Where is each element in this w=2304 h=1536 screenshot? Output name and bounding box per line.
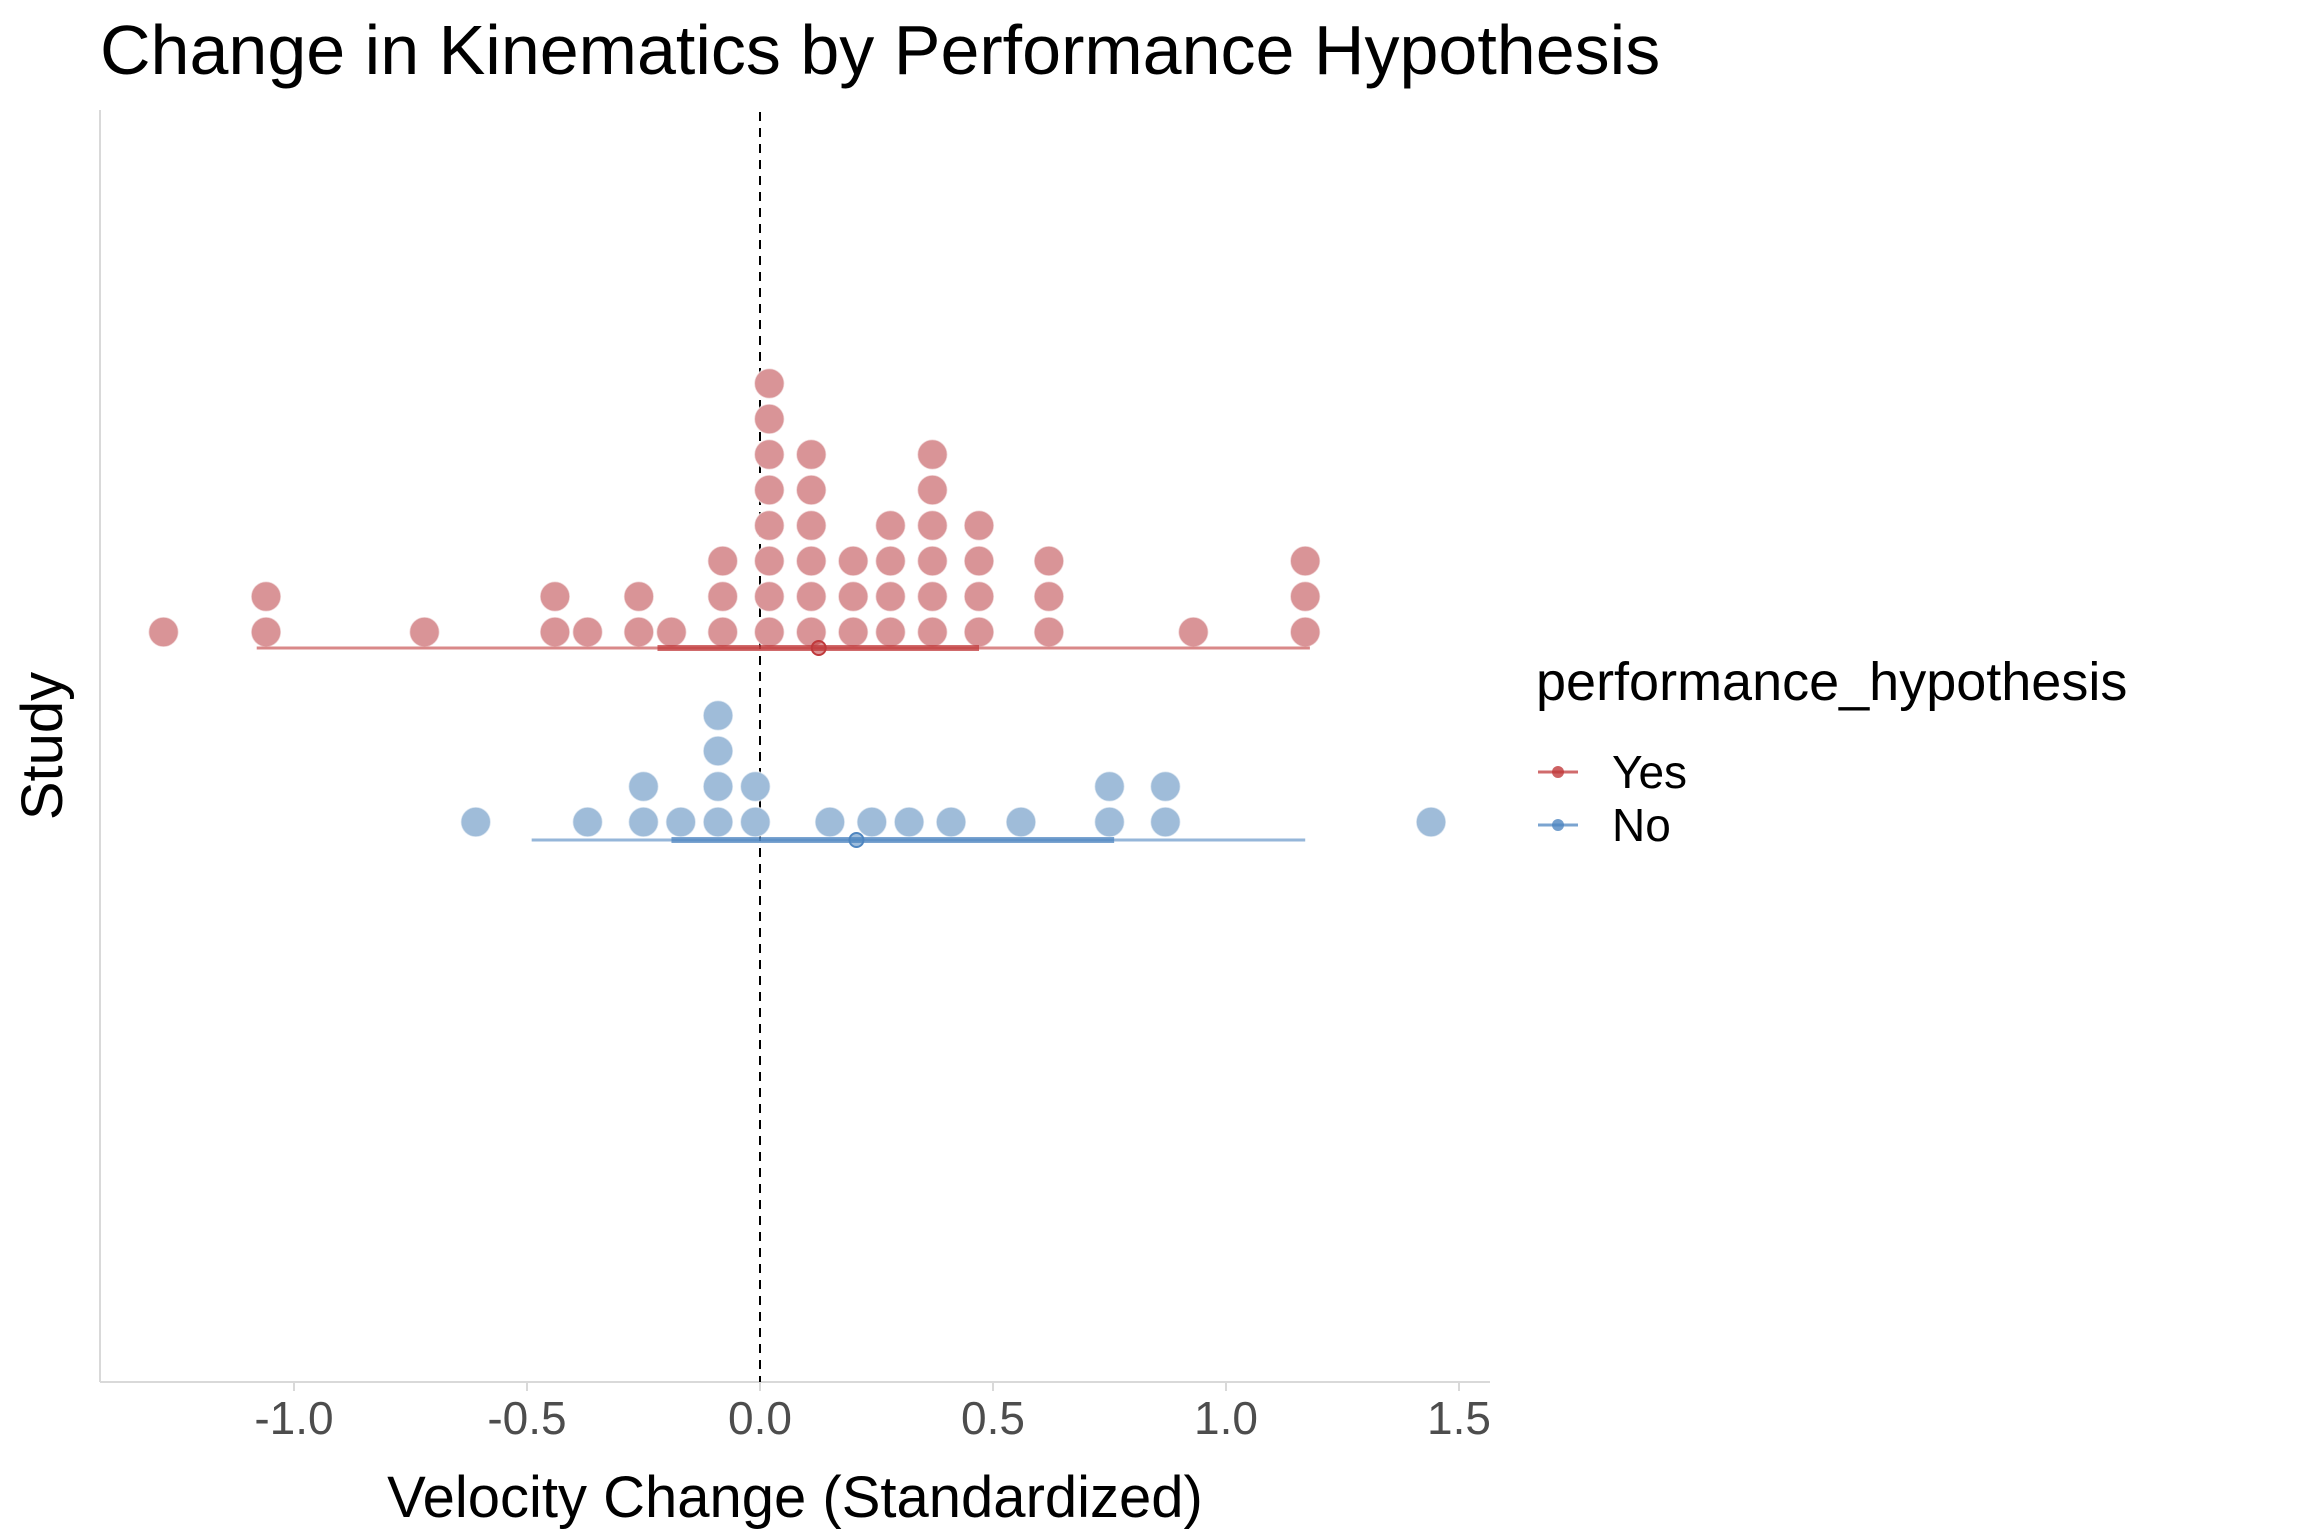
data-dot bbox=[814, 806, 846, 838]
data-dot bbox=[702, 699, 734, 732]
data-dot bbox=[1033, 545, 1065, 577]
data-dot bbox=[753, 403, 786, 435]
legend-label: Yes bbox=[1612, 746, 1687, 798]
data-dot bbox=[702, 806, 734, 838]
data-dot bbox=[1415, 806, 1447, 838]
x-tick-label: 0.5 bbox=[961, 1392, 1025, 1444]
plot-panel: -1.0 -0.5 0.0 0.5 1.0 1.5 bbox=[99, 110, 1491, 1444]
legend-item-yes: Yes bbox=[1538, 746, 1687, 798]
data-dot bbox=[623, 580, 655, 613]
data-dot bbox=[706, 616, 739, 648]
data-dot bbox=[916, 509, 949, 542]
data-dot bbox=[795, 545, 828, 577]
data-dot bbox=[739, 806, 772, 838]
data-dot bbox=[837, 580, 869, 613]
data-dot bbox=[916, 545, 949, 577]
data-dot bbox=[706, 545, 739, 577]
data-dot bbox=[1177, 616, 1210, 648]
data-dot bbox=[147, 616, 180, 648]
data-dot bbox=[795, 474, 828, 506]
x-axis-title: Velocity Change (Standardized) bbox=[387, 1465, 1203, 1530]
data-dot bbox=[963, 580, 995, 613]
data-dot bbox=[874, 580, 907, 613]
data-dot bbox=[665, 806, 697, 838]
data-dot bbox=[753, 367, 786, 400]
data-dot bbox=[1033, 616, 1065, 648]
data-dot bbox=[702, 770, 734, 803]
legend-key-point bbox=[1552, 766, 1564, 778]
data-dot bbox=[963, 545, 995, 577]
data-dot bbox=[753, 438, 786, 471]
data-dot bbox=[571, 806, 604, 838]
data-dot bbox=[795, 580, 828, 613]
series-layer bbox=[147, 367, 1447, 848]
data-dot bbox=[702, 735, 734, 767]
x-tick-label: 1.5 bbox=[1427, 1392, 1491, 1444]
data-dot bbox=[1149, 806, 1182, 838]
data-dot bbox=[837, 545, 869, 577]
data-dot bbox=[935, 806, 967, 838]
data-dot bbox=[916, 616, 949, 648]
x-tick-label: 0.0 bbox=[728, 1392, 792, 1444]
data-dot bbox=[1149, 770, 1182, 803]
data-dot bbox=[623, 616, 655, 648]
data-dot bbox=[539, 616, 571, 648]
data-dot bbox=[655, 616, 688, 648]
legend-item-no: No bbox=[1538, 799, 1671, 851]
data-dot bbox=[753, 474, 786, 506]
data-dot bbox=[893, 806, 925, 838]
data-dot bbox=[408, 616, 441, 648]
data-dot bbox=[1289, 580, 1321, 613]
data-dot bbox=[753, 616, 786, 648]
data-dot bbox=[753, 545, 786, 577]
x-axis-ticks: -1.0 -0.5 0.0 0.5 1.0 1.5 bbox=[254, 1382, 1491, 1444]
data-dot bbox=[795, 509, 828, 542]
data-dot bbox=[539, 580, 571, 613]
data-dot bbox=[874, 616, 907, 648]
data-dot bbox=[753, 509, 786, 542]
data-dot bbox=[1289, 545, 1321, 577]
data-dot bbox=[1093, 806, 1126, 838]
data-dot bbox=[916, 438, 949, 471]
data-dot bbox=[856, 806, 888, 838]
point-estimate bbox=[848, 832, 865, 848]
data-dot bbox=[963, 509, 995, 542]
series-yes bbox=[147, 367, 1321, 656]
legend-title: performance_hypothesis bbox=[1536, 652, 2127, 712]
data-dot bbox=[459, 806, 492, 838]
x-tick-label: -1.0 bbox=[254, 1392, 333, 1444]
series-no bbox=[459, 699, 1447, 848]
x-tick-label: -0.5 bbox=[487, 1392, 566, 1444]
data-dot bbox=[627, 806, 660, 838]
data-dot bbox=[916, 580, 949, 613]
legend-label: No bbox=[1612, 799, 1671, 851]
data-dot bbox=[837, 616, 869, 648]
data-dot bbox=[795, 438, 828, 471]
data-dot bbox=[874, 545, 907, 577]
point-estimate bbox=[810, 640, 827, 656]
data-dot bbox=[874, 509, 907, 542]
data-dot bbox=[1289, 616, 1321, 648]
x-tick-label: 1.0 bbox=[1194, 1392, 1258, 1444]
data-dot bbox=[250, 616, 282, 648]
data-dot bbox=[250, 580, 282, 613]
data-dot bbox=[739, 770, 772, 803]
data-dot bbox=[916, 474, 949, 506]
data-dot bbox=[627, 770, 660, 803]
data-dot bbox=[753, 580, 786, 613]
data-dot bbox=[1033, 580, 1065, 613]
data-dot bbox=[706, 580, 739, 613]
data-dot bbox=[1005, 806, 1037, 838]
y-axis-title: Study bbox=[10, 672, 75, 820]
data-dot bbox=[1093, 770, 1126, 803]
chart-title: Change in Kinematics by Performance Hypo… bbox=[100, 11, 1660, 89]
legend-key-point bbox=[1552, 819, 1564, 831]
data-dot bbox=[963, 616, 995, 648]
data-dot bbox=[571, 616, 604, 648]
